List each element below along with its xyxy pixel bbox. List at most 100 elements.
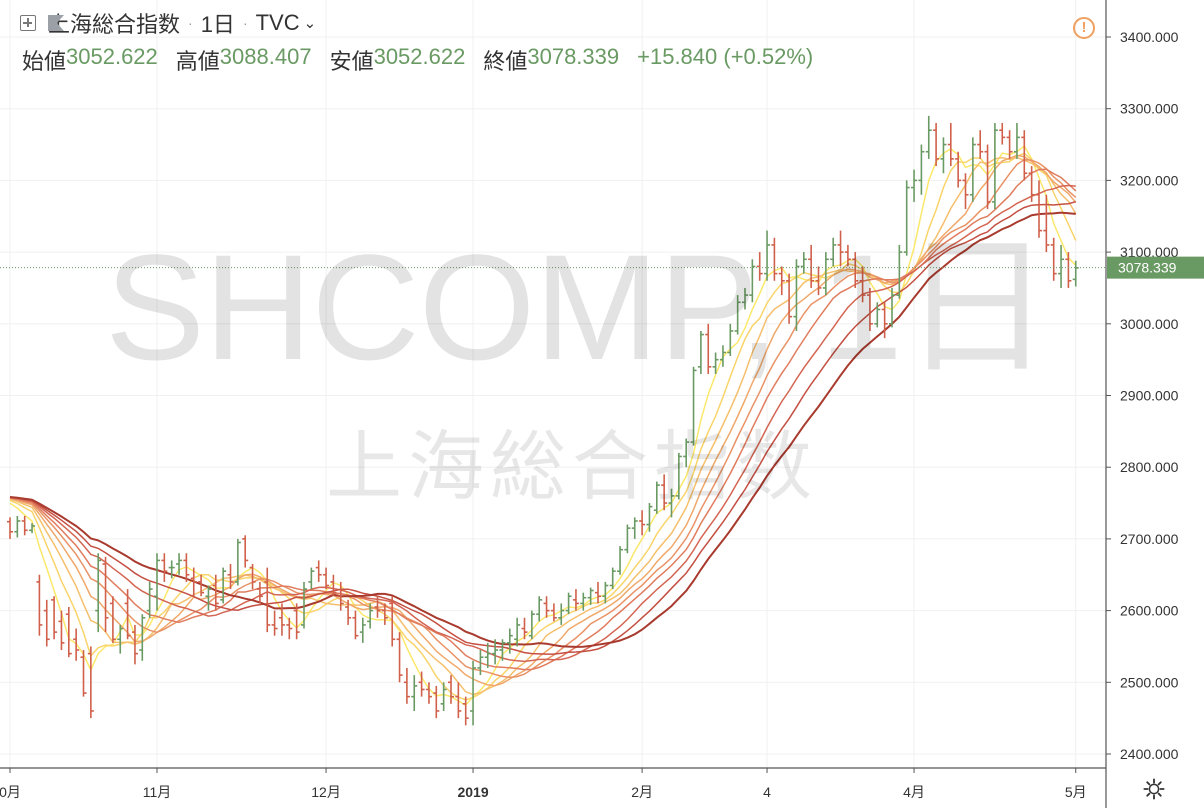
- ohlc-bar: [749, 259, 756, 303]
- price-tick-label: 2900.000: [1120, 388, 1179, 404]
- ohlc-bar: [999, 123, 1006, 145]
- ohlc-bar: [29, 523, 36, 534]
- ohlc-bar: [359, 617, 366, 643]
- chart-grid: [0, 0, 1106, 768]
- ohlc-bar: [903, 180, 910, 256]
- symbol-name[interactable]: 上海総合指数: [48, 12, 181, 37]
- ohlc-bar: [646, 503, 653, 532]
- ohlc-bar: [837, 230, 844, 267]
- ohlc-bar: [793, 259, 800, 331]
- price-tick-label: 2700.000: [1120, 531, 1179, 547]
- ohlc-bar: [852, 252, 859, 288]
- ohlc-bar: [756, 252, 763, 281]
- ohlc-bar: [433, 685, 440, 719]
- moving-average-ribbon: [9, 144, 1077, 707]
- ohlc-bar: [403, 667, 410, 704]
- ohlc-bar: [830, 237, 837, 267]
- current-price-badge: [1107, 256, 1204, 279]
- ohlc-bar: [212, 574, 219, 611]
- price-tick-label: 3000.000: [1120, 316, 1179, 332]
- ohlc-bar: [470, 660, 477, 726]
- open-label: 始値: [22, 49, 67, 74]
- price-tick-label: 3100.000: [1120, 244, 1179, 260]
- ohlc-bar: [668, 488, 675, 518]
- ma-line-28: [9, 200, 1076, 655]
- ohlc-bar: [58, 610, 65, 651]
- high-value: 3088.407: [219, 44, 312, 69]
- ma-line-17: [9, 158, 1077, 679]
- ohlc-bar: [580, 592, 587, 611]
- ohlc-bar: [161, 553, 168, 582]
- ohlc-bar: [168, 560, 175, 579]
- flag-icon[interactable]: [48, 15, 64, 31]
- ohlc-bar: [315, 560, 322, 582]
- ohlc-bar: [80, 650, 87, 697]
- ohlc-bar: [73, 628, 80, 661]
- price-tick-label: 3200.000: [1120, 172, 1179, 188]
- ohlc-bar: [683, 438, 690, 468]
- ohlc-bar: [176, 553, 183, 575]
- time-tick-label: 2019: [457, 784, 488, 800]
- ohlc-bar: [1021, 130, 1028, 181]
- ohlc-legend: 始値 3052.622 高値 3088.407 安値 3052.622 終値 3…: [22, 44, 813, 76]
- ohlc-bar: [499, 639, 506, 661]
- ohlc-bar: [1013, 123, 1020, 159]
- collapse-plus-icon[interactable]: [20, 15, 36, 31]
- price-tick-label: 3300.000: [1120, 101, 1179, 117]
- ohlc-bar: [514, 617, 521, 647]
- ohlc-bar: [36, 574, 43, 636]
- ohlc-bar: [139, 614, 146, 661]
- time-tick-label: 11月: [143, 784, 172, 800]
- change-value: +15.840 (+0.52%): [637, 44, 814, 69]
- ohlc-bar: [477, 650, 484, 676]
- ohlc-bar: [969, 137, 976, 202]
- close-label: 終値: [483, 49, 528, 74]
- ohlc-bar: [1050, 237, 1057, 281]
- ohlc-bar: [844, 244, 851, 267]
- ohlc-bar: [521, 617, 528, 640]
- ohlc-bar: [198, 574, 205, 597]
- ohlc-bar: [506, 628, 513, 654]
- ohlc-bar: [712, 352, 719, 374]
- exchange-label[interactable]: TVC: [255, 10, 300, 35]
- low-label: 安値: [329, 49, 374, 74]
- alert-icon[interactable]: !: [1073, 17, 1095, 39]
- ohlc-bar: [874, 302, 881, 328]
- ohlc-bar: [587, 587, 594, 605]
- ohlc-bar: [1036, 180, 1042, 238]
- ohlc-bar: [323, 567, 330, 590]
- ohlc-bar: [962, 173, 969, 210]
- ohlc-bar: [528, 610, 535, 640]
- time-tick-label: 4: [763, 784, 771, 800]
- ohlc-bar: [536, 596, 543, 622]
- ohlc-bar: [440, 682, 447, 711]
- ohlc-bar: [271, 610, 278, 636]
- separator-dot: ·: [242, 15, 248, 31]
- low-value: 3052.622: [373, 44, 466, 69]
- ohlc-bar: [301, 581, 307, 629]
- ma-line-33: [9, 211, 1076, 648]
- ohlc-bar: [808, 244, 815, 288]
- ohlc-bar: [889, 287, 895, 328]
- ohlc-bar: [278, 603, 285, 636]
- interval-label[interactable]: 1日: [200, 12, 235, 37]
- ohlc-bar: [991, 123, 998, 210]
- ohlc-bar: [918, 144, 925, 195]
- ohlc-bar: [595, 581, 601, 604]
- time-tick-label: 2月: [631, 784, 653, 800]
- price-axis-panel: [1106, 0, 1204, 808]
- ohlc-bar: [925, 115, 932, 159]
- ohlc-bar: [256, 581, 263, 604]
- ohlc-bar: [977, 130, 984, 159]
- ohlc-bar: [65, 607, 72, 658]
- ohlc-bar: [565, 592, 572, 615]
- ohlc-bar: [1058, 244, 1065, 288]
- ohlc-bar: [14, 515, 21, 538]
- gear-icon[interactable]: [1143, 778, 1165, 800]
- ohlc-bar: [572, 589, 579, 611]
- chevron-down-icon[interactable]: ⌄: [303, 15, 317, 32]
- ma-line-20: [9, 168, 1077, 671]
- ohlc-bar: [242, 535, 249, 568]
- ohlc-bar: [337, 581, 344, 611]
